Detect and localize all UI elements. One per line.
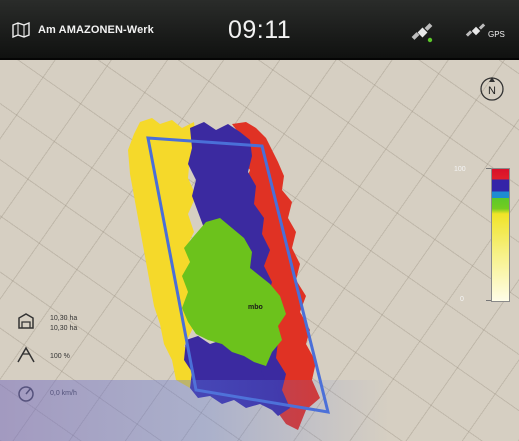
spreader-rate-icon xyxy=(17,346,35,363)
area-value-1: 10,30 ha xyxy=(50,315,78,322)
map-center-label: mbo xyxy=(248,304,263,311)
satellite-icon[interactable] xyxy=(410,20,434,44)
legend-tick-top xyxy=(486,168,491,169)
map-icon[interactable] xyxy=(12,22,30,38)
north-arrow-icon[interactable]: N xyxy=(479,76,505,102)
clock: 09:11 xyxy=(228,16,292,44)
area-icon xyxy=(18,313,34,329)
legend-min-label: 0 xyxy=(460,296,464,303)
status-title: Am AMAZONEN-Werk xyxy=(38,24,154,36)
svg-text:N: N xyxy=(488,85,496,97)
legend-max-label: 100 xyxy=(454,166,466,173)
area-value-2: 10,30 ha xyxy=(50,325,78,332)
rate-value: 100 % xyxy=(50,353,70,360)
zone-green xyxy=(182,218,286,366)
gps-icon[interactable] xyxy=(465,20,487,42)
legend-color-scale xyxy=(491,168,510,302)
legend-tick-bottom xyxy=(486,300,491,301)
status-bar: Am AMAZONEN-Werk 09:11 GPS xyxy=(0,0,519,60)
speed-icon xyxy=(18,386,34,402)
gps-label: GPS xyxy=(488,30,505,39)
speed-value: 0,0 km/h xyxy=(50,390,77,397)
